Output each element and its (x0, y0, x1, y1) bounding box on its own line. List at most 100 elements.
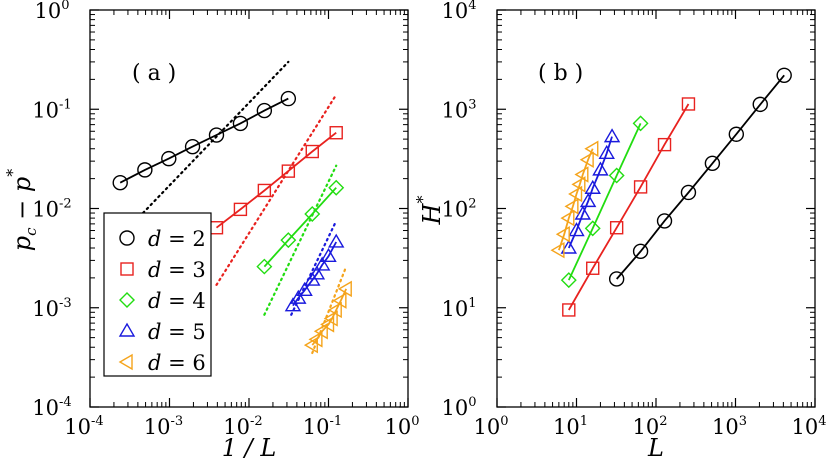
legend-label: d = 3 (148, 258, 206, 282)
series-line (568, 103, 690, 311)
panel-b-x-axis-title: L (647, 434, 664, 462)
y-title-p: p (8, 236, 36, 251)
y-title-minus: − (8, 192, 36, 227)
legend-marker (119, 230, 135, 246)
data-point (584, 140, 599, 157)
legend-marker (120, 262, 134, 276)
legend-d: d (148, 289, 161, 313)
y-tick-label: 101 (441, 296, 476, 321)
y-tick-base: 10 (32, 396, 59, 420)
x-tick-base: 10 (632, 415, 659, 439)
data-point (609, 221, 624, 235)
data-point (232, 115, 249, 132)
y-tick-label: 10-4 (32, 395, 71, 420)
data-point (728, 126, 745, 142)
data-point (598, 144, 615, 159)
data-point (308, 331, 323, 348)
fit-line-d4 (263, 164, 338, 316)
y-tick-base: 10 (441, 396, 468, 420)
data-point (564, 198, 579, 215)
series-line (263, 187, 337, 268)
data-point (280, 90, 297, 107)
y-tick-exponent: 3 (468, 97, 476, 112)
legend-value: = 6 (161, 351, 205, 375)
series-d5 (560, 128, 621, 254)
data-point (329, 126, 343, 140)
data-point (257, 183, 272, 198)
y-tick-base: 10 (441, 0, 468, 23)
y-tick-label: 100 (34, 0, 69, 23)
legend-value: = 5 (161, 320, 205, 344)
y-tick-base: 10 (32, 198, 59, 222)
legend-value: = 4 (161, 289, 205, 313)
panel-a-series (112, 90, 352, 354)
series-line (567, 136, 613, 249)
data-point (560, 272, 577, 289)
data-point (308, 265, 326, 280)
x-tick-exponent: 3 (739, 414, 747, 429)
data-point (304, 206, 321, 223)
y-tick-label: 100 (441, 395, 476, 420)
y-tick-label: 10-3 (32, 296, 71, 321)
series-line (567, 123, 642, 281)
legend-label: d = 6 (148, 351, 206, 375)
series-line (616, 74, 785, 280)
data-point (550, 241, 565, 259)
series-line (119, 97, 289, 184)
series-d6 (550, 140, 599, 259)
y-tick-exponent: -1 (59, 97, 72, 112)
data-point (112, 174, 128, 191)
data-point (320, 316, 335, 333)
y-tick-exponent: 4 (468, 0, 476, 13)
y-tick-exponent: -3 (59, 296, 72, 311)
data-point (284, 297, 302, 312)
panel-a-x-axis-title: 1 / L (222, 434, 277, 462)
series-d2 (608, 67, 792, 287)
legend-label: d = 4 (148, 289, 206, 313)
x-tick-base: 10 (712, 415, 739, 439)
panel-a-ticks (89, 9, 409, 408)
legend-entry: d = 3 (120, 258, 206, 282)
series-d3 (562, 97, 696, 317)
x-tick-exponent: -1 (330, 414, 343, 429)
data-point (290, 289, 307, 304)
y-tick-label: 10-1 (32, 97, 71, 122)
legend-entries: d = 2d = 3d = 4d = 5d = 6 (118, 227, 206, 375)
data-point (560, 239, 578, 254)
data-point (680, 184, 697, 201)
fit-line-d3 (215, 93, 338, 286)
data-point (161, 150, 177, 167)
y-tick-label: 103 (441, 97, 476, 122)
data-point (313, 256, 331, 271)
x-tick-label: 10-1 (303, 414, 342, 439)
data-point (584, 179, 601, 194)
data-point (328, 179, 345, 196)
legend-label: d = 5 (148, 320, 206, 344)
series-d6 (303, 280, 352, 354)
panel-b-ticks (496, 9, 816, 408)
x-tick-exponent: 2 (659, 414, 667, 429)
y-tick-exponent: 2 (468, 197, 476, 212)
data-point (296, 281, 313, 296)
legend-entry: d = 4 (119, 289, 206, 313)
x-tick-base: 10 (791, 415, 818, 439)
data-point (704, 155, 721, 172)
legend-entry: d = 6 (118, 351, 206, 375)
data-point (305, 144, 319, 159)
data-point (327, 233, 345, 248)
data-point (184, 138, 201, 155)
x-tick-exponent: 4 (818, 414, 826, 429)
x-tick-base: 10 (553, 415, 580, 439)
data-point (681, 97, 696, 111)
x-tick-label: 104 (791, 414, 826, 439)
series-line (215, 131, 337, 229)
data-point (568, 222, 585, 237)
y-tick-exponent: -2 (59, 197, 72, 212)
y-tick-base: 10 (32, 98, 59, 122)
legend-d: d (148, 351, 161, 375)
x-tick-exponent: -3 (171, 414, 184, 429)
data-point (608, 271, 625, 287)
